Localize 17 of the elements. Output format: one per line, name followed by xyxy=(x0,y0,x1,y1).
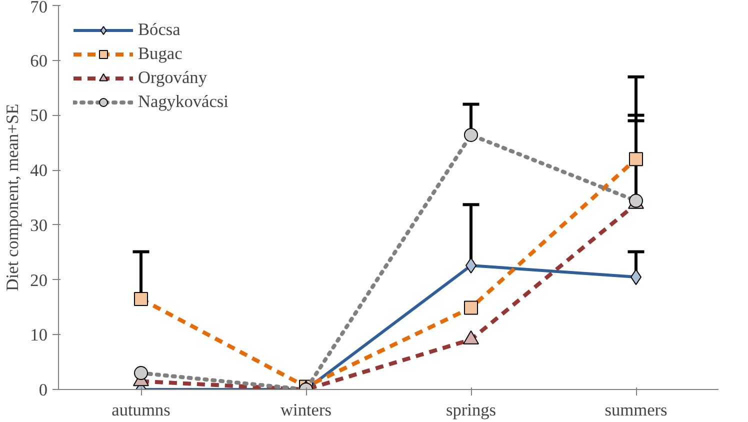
legend-label: Orgovány xyxy=(138,68,207,88)
legend-label: Nagykovácsi xyxy=(138,92,228,112)
y-tick-label: 50 xyxy=(30,106,48,126)
y-tick-label: 30 xyxy=(30,216,48,235)
x-tick-label: summers xyxy=(604,400,668,420)
y-tick-label: 20 xyxy=(30,270,48,290)
legend-label: Bugac xyxy=(138,44,182,64)
y-tick-label: 10 xyxy=(30,326,48,345)
x-tick-label: autumns xyxy=(112,400,171,420)
y-tick-label: 70 xyxy=(30,0,48,16)
y-tick-label: 0 xyxy=(38,380,48,400)
x-tick-label: springs xyxy=(446,400,496,420)
y-axis-title: Diet component, mean+SE xyxy=(3,104,22,292)
x-tick-label: winters xyxy=(280,400,332,420)
legend-label: Bócsa xyxy=(138,20,180,40)
y-tick-label: 60 xyxy=(30,51,48,70)
y-tick-label: 40 xyxy=(30,161,48,180)
